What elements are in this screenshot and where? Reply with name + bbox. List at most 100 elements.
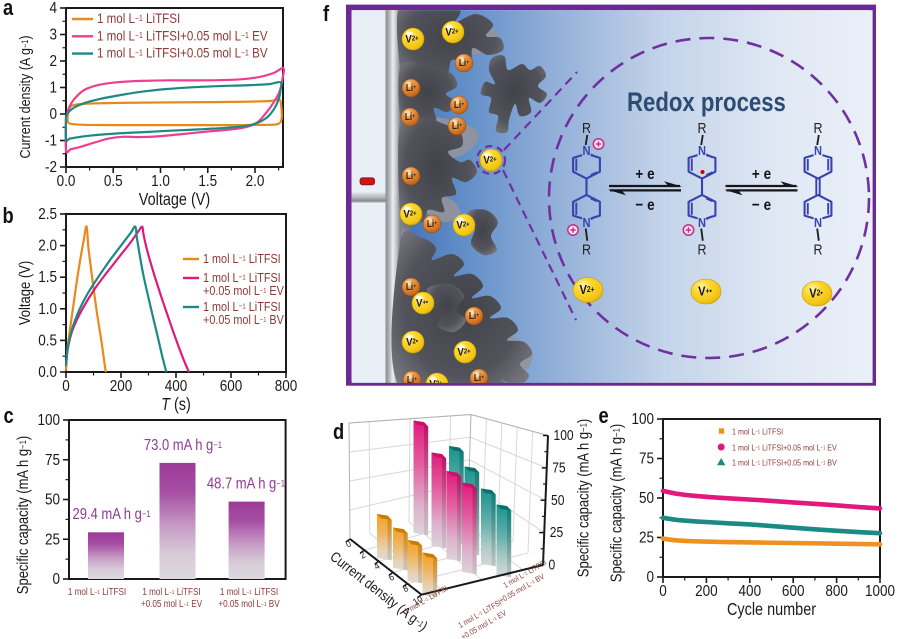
svg-text:4: 4 [372, 560, 381, 572]
svg-text:Voltage (V): Voltage (V) [17, 261, 34, 325]
svg-text:50: 50 [551, 492, 564, 508]
svg-text:Specific capacity (mA h g−1): Specific capacity (mA h g−1) [609, 424, 626, 582]
svg-text:R: R [813, 241, 822, 257]
svg-text:2.0: 2.0 [246, 173, 265, 190]
svg-text:1: 1 [49, 80, 57, 97]
svg-text:200: 200 [110, 378, 133, 395]
svg-text:f: f [323, 3, 329, 27]
svg-text:-2: -2 [45, 159, 57, 176]
svg-text:8: 8 [401, 583, 410, 595]
svg-text:b: b [3, 205, 14, 229]
svg-text:1 mol L−1 LiTFSI+0.05 mol L−1: 1 mol L−1 LiTFSI+0.05 mol L−1 EV [732, 443, 837, 453]
svg-text:50: 50 [639, 490, 654, 507]
svg-text:V2+: V2+ [457, 346, 470, 359]
svg-text:Li+: Li+ [406, 281, 416, 292]
svg-text:+ e: + e [752, 166, 771, 183]
svg-text:Current density (A g−1): Current density (A g−1) [17, 35, 33, 158]
svg-text:V2•: V2• [809, 286, 823, 301]
svg-text:N: N [582, 215, 590, 230]
svg-text:Li+: Li+ [406, 82, 416, 93]
svg-text:+0.05 mol L−1 EV: +0.05 mol L−1 EV [203, 283, 284, 298]
svg-text:N: N [698, 143, 706, 158]
svg-text:e: e [599, 405, 609, 429]
svg-text:1 mol L−1 LiTFSI: 1 mol L−1 LiTFSI [203, 270, 281, 285]
svg-text:200: 200 [695, 583, 718, 600]
svg-text:1.0: 1.0 [38, 301, 57, 318]
svg-text:1000: 1000 [865, 583, 895, 600]
svg-text:T (s): T (s) [161, 396, 191, 414]
svg-text:25: 25 [550, 524, 563, 540]
svg-text:Specific capacity (mA h g−1): Specific capacity (mA h g−1) [15, 436, 32, 594]
svg-text:+0.05 mol L−1 EV: +0.05 mol L−1 EV [141, 598, 202, 609]
svg-text:800: 800 [825, 583, 848, 600]
svg-text:Li+: Li+ [459, 57, 469, 68]
svg-text:1 mol L−1 LiTFSI: 1 mol L−1 LiTFSI [220, 586, 278, 597]
svg-text:1.0: 1.0 [151, 173, 170, 190]
svg-text:1 mol L−1 LiTFSI+0.05 mol L−1: 1 mol L−1 LiTFSI+0.05 mol L−1 BV [732, 458, 837, 468]
svg-text:73.0 mA h g−1: 73.0 mA h g−1 [144, 437, 222, 454]
svg-text:3: 3 [49, 27, 57, 44]
svg-text:800: 800 [275, 378, 298, 395]
svg-text:25: 25 [639, 530, 654, 547]
svg-text:2.0: 2.0 [38, 238, 57, 255]
svg-text:100: 100 [554, 427, 574, 443]
svg-text:− e: − e [752, 197, 771, 214]
svg-text:V2+: V2+ [483, 154, 496, 167]
svg-text:V2•: V2• [406, 336, 418, 349]
svg-text:Li+: Li+ [405, 111, 415, 122]
svg-text:6: 6 [387, 571, 396, 583]
svg-text:Cycle number: Cycle number [727, 601, 817, 619]
svg-text:R: R [697, 120, 706, 136]
svg-text:1.5: 1.5 [198, 173, 217, 190]
svg-text:0.0: 0.0 [38, 364, 57, 381]
svg-text:+0.05 mol L−1 BV: +0.05 mol L−1 BV [218, 598, 279, 609]
svg-text:V2+: V2+ [456, 219, 469, 232]
svg-text:c: c [4, 405, 14, 429]
svg-text:Specific capacity (mA h g−1): Specific capacity (mA h g−1) [576, 419, 593, 577]
svg-text:Li+: Li+ [427, 218, 437, 229]
svg-text:2.5: 2.5 [38, 206, 57, 223]
svg-text:d: d [333, 421, 344, 445]
svg-text:100: 100 [37, 412, 60, 429]
svg-text:V+•: V+• [698, 284, 712, 299]
svg-text:R: R [582, 241, 591, 257]
svg-text:0: 0 [344, 538, 353, 550]
svg-text:48.7 mA h g−1: 48.7 mA h g−1 [207, 476, 285, 493]
svg-text:Voltage (V): Voltage (V) [139, 191, 210, 209]
svg-text:R: R [582, 120, 591, 136]
svg-text:4: 4 [49, 0, 57, 17]
svg-text:Redox process: Redox process [627, 88, 786, 117]
svg-text:R: R [697, 241, 706, 257]
svg-text:0: 0 [52, 571, 60, 588]
svg-text:Li+: Li+ [469, 310, 479, 321]
svg-text:N: N [582, 143, 590, 158]
svg-text:+0.05 mol L−1 BV: +0.05 mol L−1 BV [203, 312, 284, 327]
svg-text:1 mol L−1 LiTFSI+0.05 mol L−1: 1 mol L−1 LiTFSI+0.05 mol L−1 EV [97, 27, 268, 43]
svg-text:1 mol L−1 LiTFSI: 1 mol L−1 LiTFSI [732, 427, 783, 437]
svg-text:50: 50 [45, 492, 60, 509]
svg-text:0.0: 0.0 [57, 173, 76, 190]
svg-text:75: 75 [45, 452, 60, 469]
svg-text:Li+: Li+ [454, 99, 464, 110]
svg-text:75: 75 [639, 451, 654, 468]
svg-text:2: 2 [358, 549, 367, 561]
svg-text:0: 0 [659, 583, 667, 600]
svg-text:0: 0 [49, 106, 57, 123]
svg-text:25: 25 [45, 531, 60, 548]
svg-text:1 mol L−1 LiTFSI+0.05 mol L−1: 1 mol L−1 LiTFSI+0.05 mol L−1 BV [97, 45, 268, 61]
svg-text:R: R [813, 120, 822, 136]
svg-text:2: 2 [49, 53, 57, 70]
svg-text:1 mol L−1 LiTFSI: 1 mol L−1 LiTFSI [142, 586, 200, 597]
svg-text:V+•: V+• [416, 297, 429, 310]
svg-text:0.5: 0.5 [104, 173, 123, 190]
svg-text:N: N [814, 215, 822, 230]
svg-text:0: 0 [646, 569, 654, 586]
svg-text:Li+: Li+ [406, 170, 416, 181]
svg-text:N: N [698, 215, 706, 230]
svg-text:+ e: + e [635, 166, 654, 183]
svg-text:1 mol L−1 LiTFSI: 1 mol L−1 LiTFSI [203, 299, 281, 314]
svg-text:-1: -1 [45, 133, 57, 150]
svg-text:V2+: V2+ [405, 33, 418, 46]
svg-text:V2+: V2+ [579, 282, 595, 297]
svg-text:100: 100 [631, 411, 654, 428]
